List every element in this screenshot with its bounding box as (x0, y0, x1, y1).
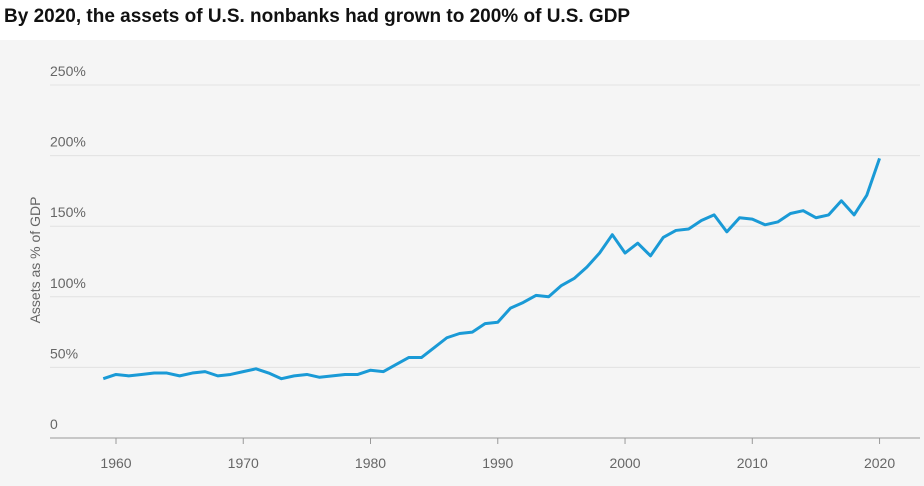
x-tick-label: 1990 (482, 455, 513, 471)
x-tick-label: 2020 (864, 455, 895, 471)
x-tick-label: 1980 (355, 455, 386, 471)
x-tick-label: 1970 (228, 455, 259, 471)
y-tick-label: 100% (50, 275, 86, 291)
data-line (102, 157, 881, 381)
x-tick-label: 2000 (609, 455, 640, 471)
x-tick-label: 2010 (737, 455, 768, 471)
y-axis-label: Assets as % of GDP (27, 197, 43, 324)
y-tick-label: 250% (50, 63, 86, 79)
y-tick-label: 0 (50, 416, 58, 432)
chart-title: By 2020, the assets of U.S. nonbanks had… (4, 6, 630, 27)
plot-background (0, 40, 924, 486)
y-tick-label: 50% (50, 345, 78, 361)
x-tick-label: 1960 (100, 455, 131, 471)
y-tick-label: 150% (50, 204, 86, 220)
y-tick-label: 200% (50, 134, 86, 150)
